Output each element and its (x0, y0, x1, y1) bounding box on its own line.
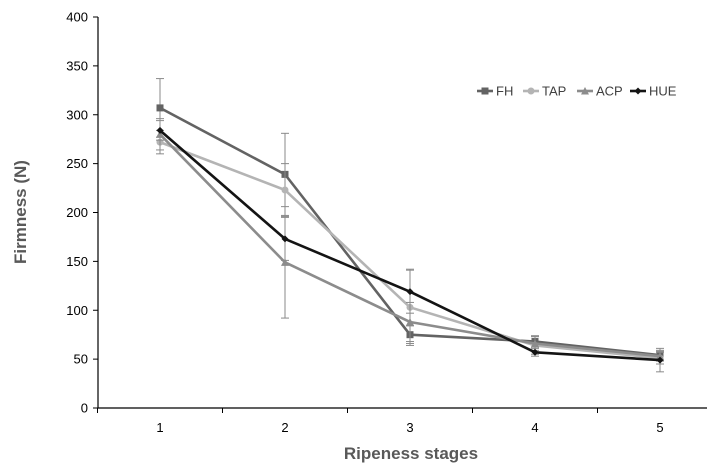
y-tick-label: 50 (74, 352, 88, 367)
legend-item-hue: HUE (630, 84, 677, 99)
x-tick-label: 4 (531, 420, 538, 435)
y-tick-label: 350 (66, 58, 88, 73)
data-point (281, 258, 289, 266)
y-tick-label: 400 (66, 10, 88, 25)
data-point (531, 339, 539, 347)
legend-marker (527, 87, 535, 95)
legend-item-fh: FH (477, 84, 513, 99)
data-point (531, 348, 539, 356)
series-acp (156, 118, 664, 362)
legend-item-acp: ACP (577, 84, 623, 99)
x-axis-title: Ripeness stages (344, 444, 478, 463)
x-tick-label: 5 (656, 420, 663, 435)
data-point (406, 317, 414, 326)
legend-label: HUE (649, 84, 677, 99)
y-axis-title: Firmness (N) (11, 160, 30, 264)
data-point (281, 186, 289, 194)
x-axis-ticks: 1 2 3 4 5 (97, 408, 664, 435)
y-tick-label: 150 (66, 254, 88, 269)
data-point (156, 104, 164, 112)
legend-marker (581, 87, 589, 95)
legend-label: TAP (542, 84, 566, 99)
data-point (281, 235, 289, 243)
x-tick-label: 3 (406, 420, 413, 435)
legend-item-tap: TAP (523, 84, 566, 99)
legend-label: FH (496, 84, 513, 99)
data-point (156, 126, 164, 134)
data-point (656, 356, 664, 364)
y-axis-ticks: 0 50 100 150 200 250 300 350 400 (66, 10, 98, 416)
legend-label: ACP (596, 84, 623, 99)
legend-marker (481, 87, 489, 95)
legend-marker (634, 87, 642, 95)
series-layer (156, 78, 664, 373)
x-tick-label: 2 (281, 420, 288, 435)
y-tick-label: 0 (81, 401, 88, 416)
y-tick-label: 250 (66, 156, 88, 171)
y-tick-label: 300 (66, 107, 88, 122)
y-tick-label: 100 (66, 303, 88, 318)
legend: FH TAP ACP HUE (477, 84, 677, 99)
x-tick-label: 1 (156, 420, 163, 435)
data-point (406, 288, 414, 296)
series-hue (156, 120, 664, 373)
y-tick-label: 200 (66, 205, 88, 220)
